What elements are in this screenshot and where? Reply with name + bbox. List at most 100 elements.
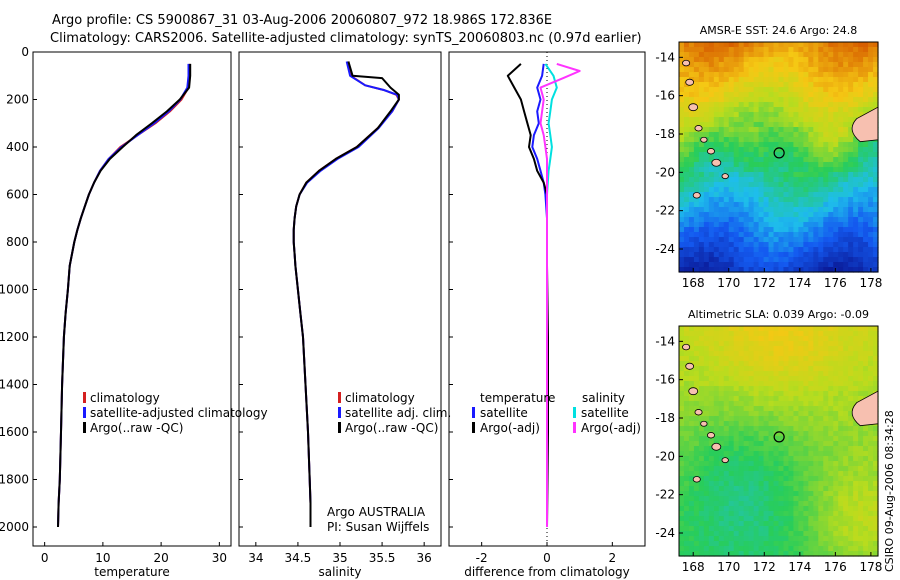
plot-frame bbox=[32, 51, 232, 547]
island-shape-fiji bbox=[851, 106, 879, 143]
salinity-panel: 34 34.5 35 35.5 36 salinity bbox=[238, 51, 442, 579]
x-tick-label: 176 bbox=[824, 560, 847, 574]
x-tick-label: 170 bbox=[717, 276, 740, 290]
island-shape bbox=[700, 420, 708, 427]
y-tick-label: 1000 bbox=[0, 283, 29, 297]
sst-map-panel: AMSR-E SST: 24.6 Argo: 24.8 168 170 172 174 1… bbox=[655, 24, 882, 290]
x-tick-label: 168 bbox=[682, 560, 705, 574]
float-pi-label: PI: Susan Wijffels bbox=[327, 520, 429, 534]
y-tick-label: -24 bbox=[655, 526, 675, 540]
legend-swatch-satellite bbox=[83, 407, 86, 418]
x-tick-label: 172 bbox=[753, 276, 776, 290]
argo-float-marker bbox=[773, 147, 785, 159]
heatmap-cells bbox=[679, 326, 879, 557]
legend-swatch-argo bbox=[338, 422, 341, 433]
x-axis-label: temperature bbox=[94, 565, 169, 579]
map-frame bbox=[678, 325, 879, 557]
x-tick-label: -2 bbox=[476, 551, 488, 565]
legend-swatch-climatology bbox=[83, 392, 86, 403]
series-line-temperature-satellite bbox=[531, 63, 548, 527]
x-tick-label: 34 bbox=[248, 551, 263, 565]
legend-swatch-sal-argo bbox=[573, 422, 576, 433]
x-axis-label: difference from climatology bbox=[464, 565, 630, 579]
plot-frame bbox=[238, 51, 442, 547]
y-tick-label: 1400 bbox=[0, 378, 29, 392]
legend-label-climatology: climatology bbox=[90, 391, 160, 405]
argo-float-marker bbox=[773, 431, 785, 443]
island-shape bbox=[694, 409, 703, 416]
y-tick-label: -18 bbox=[655, 127, 675, 141]
y-tick-label: -16 bbox=[655, 89, 675, 103]
x-tick-label: 178 bbox=[859, 560, 882, 574]
map-title: AMSR-E SST: 24.6 Argo: 24.8 bbox=[700, 24, 858, 37]
y-tick-label: 800 bbox=[6, 235, 29, 249]
x-tick-label: 176 bbox=[824, 276, 847, 290]
y-tick-label: -22 bbox=[655, 488, 675, 502]
island-shape bbox=[706, 148, 715, 155]
legend-label-temp-argo: Argo(-adj) bbox=[480, 421, 540, 435]
legend-label-climatology: climatology bbox=[345, 391, 415, 405]
map-title: Altimetric SLA: 0.039 Argo: -0.09 bbox=[688, 308, 869, 321]
y-tick-label: -20 bbox=[655, 449, 675, 463]
y-tick-label: -18 bbox=[655, 411, 675, 425]
island-shape bbox=[721, 457, 729, 464]
x-tick-label: 174 bbox=[788, 276, 811, 290]
y-tick-label: 1200 bbox=[0, 330, 29, 344]
island-shape bbox=[685, 362, 695, 370]
legend-swatch-climatology bbox=[338, 392, 341, 403]
y-tick-label: -22 bbox=[655, 204, 675, 218]
island-shape bbox=[711, 158, 722, 167]
island-shape bbox=[694, 125, 703, 132]
figure-title-line1: Argo profile: CS 5900867_31 03-Aug-2006 … bbox=[52, 13, 552, 28]
x-tick-label: 2 bbox=[609, 551, 617, 565]
legend-label-satellite: satellite adj. clim. bbox=[345, 406, 451, 420]
sla-map-panel: Altimetric SLA: 0.039 Argo: -0.09 168 170 1… bbox=[655, 308, 882, 574]
temperature-panel: 0 10 20 30 temperature 0 200 400 600 800 1000 1200 1… bbox=[0, 45, 232, 579]
island-shape bbox=[721, 173, 729, 180]
island-shape bbox=[711, 442, 722, 451]
difference-legend: temperature salinity satellite Argo(-adj… bbox=[472, 391, 641, 435]
x-tick-label: 10 bbox=[95, 551, 110, 565]
island-shape bbox=[688, 387, 699, 396]
x-tick-label: 178 bbox=[859, 276, 882, 290]
legend-header-salinity: salinity bbox=[582, 391, 625, 405]
y-tick-label: 2000 bbox=[0, 520, 29, 534]
island-shape bbox=[700, 136, 708, 143]
series-line-argo-raw-qc bbox=[57, 63, 192, 528]
float-owner-label: Argo AUSTRALIA bbox=[327, 505, 426, 519]
x-tick-label: 174 bbox=[788, 560, 811, 574]
temperature-legend: climatology satellite-adjusted climatolo… bbox=[83, 391, 268, 435]
y-tick-label: 200 bbox=[6, 93, 29, 107]
island-shape bbox=[688, 103, 699, 112]
legend-label-sal-argo: Argo(-adj) bbox=[581, 421, 641, 435]
x-tick-label: 170 bbox=[717, 560, 740, 574]
legend-swatch-sal-satellite bbox=[573, 407, 576, 418]
series-line-temperature-argo-adj bbox=[506, 63, 549, 528]
legend-label-temp-satellite: satellite bbox=[480, 406, 528, 420]
island-shape bbox=[692, 476, 701, 483]
island-shape bbox=[682, 343, 691, 351]
y-tick-label: 400 bbox=[6, 140, 29, 154]
csiro-timestamp-label: CSIRO 09-Aug-2006 08:34:28 bbox=[883, 410, 896, 572]
x-tick-label: 35.5 bbox=[369, 551, 396, 565]
x-tick-label: 0 bbox=[41, 551, 49, 565]
figure-title-line2: Climatology: CARS2006. Satellite-adjuste… bbox=[50, 31, 642, 46]
y-tick-label: 600 bbox=[6, 188, 29, 202]
island-shape bbox=[706, 432, 715, 439]
legend-swatch-satellite bbox=[338, 407, 341, 418]
x-tick-label: 172 bbox=[753, 560, 776, 574]
y-tick-label: -20 bbox=[655, 165, 675, 179]
salinity-legend: climatology satellite adj. clim. Argo(..… bbox=[327, 391, 451, 534]
y-tick-label: 1600 bbox=[0, 425, 29, 439]
legend-label-argo: Argo(..raw -QC) bbox=[90, 421, 183, 435]
series-line-argo-raw-qc bbox=[292, 61, 400, 527]
x-tick-label: 34.5 bbox=[285, 551, 312, 565]
y-tick-label: -14 bbox=[655, 50, 675, 64]
island-shape bbox=[692, 192, 701, 199]
legend-label-satellite: satellite-adjusted climatology bbox=[90, 406, 268, 420]
map-frame bbox=[678, 41, 879, 273]
y-tick-label: -16 bbox=[655, 373, 675, 387]
legend-swatch-argo bbox=[83, 422, 86, 433]
